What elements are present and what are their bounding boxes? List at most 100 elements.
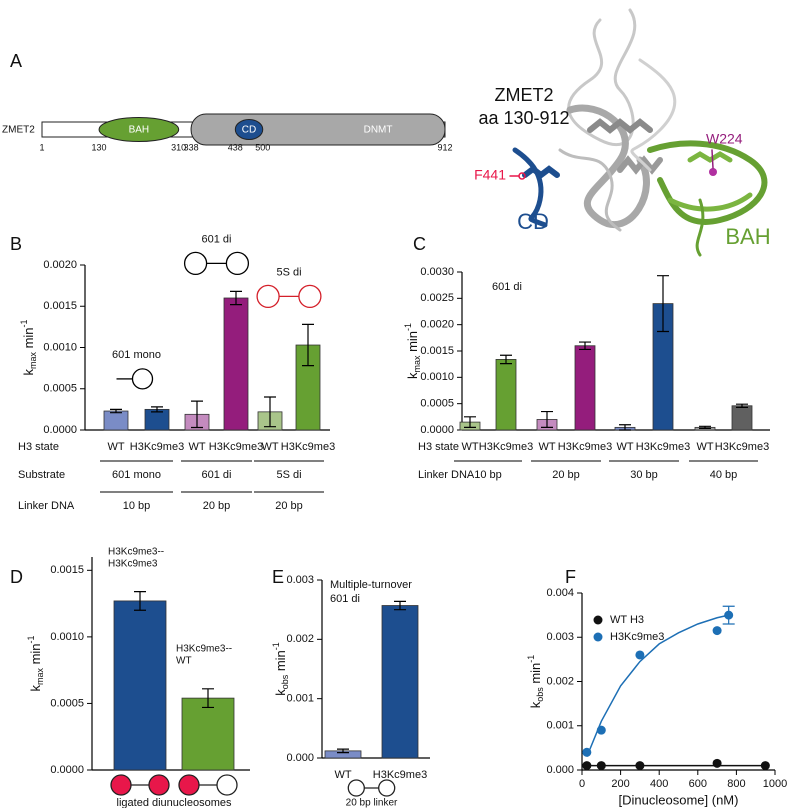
x-tick-label: WT [696,441,713,453]
data-point [582,748,591,757]
x-tick-label: WT [538,441,555,453]
category-label: H3Kc9me3-- [108,546,164,557]
group-label: 601 mono [112,469,161,481]
domain [191,114,445,145]
row-label: Substrate [18,469,65,481]
data-point [761,761,770,770]
nucleosome-icon [379,780,395,796]
residue-number: 130 [92,142,107,152]
y-axis-label-part: -1 [26,635,36,643]
group-label: 40 bp [710,469,738,481]
bar [182,698,234,770]
structure-title: ZMET2 [494,85,553,105]
legend-marker [594,633,603,642]
data-point [724,611,733,620]
nucleosome-icon [299,285,321,307]
group-label: 601 di [202,469,232,481]
y-axis-label-part: obs [280,674,290,689]
nucleosome-icon [133,369,153,389]
y-tick-label: 0.0020 [43,259,77,271]
y-tick-label: 0.004 [546,587,574,599]
y-axis-label-part: -1 [526,655,536,663]
x-tick-label: WT [188,441,205,453]
y-tick-label: 0.0030 [420,266,454,278]
annotation: 601 di [202,233,232,245]
bar [104,411,128,430]
y-tick-label: 0.000 [546,764,574,776]
x-axis-label: 20 bp linker [346,798,398,808]
bar [496,359,516,430]
y-tick-label: 0.0005 [50,697,84,709]
data-point [713,759,722,768]
y-tick-label: 0.0020 [420,319,454,331]
group-label: 10 bp [123,500,151,512]
data-point [582,761,591,770]
legend-marker [594,616,603,625]
structure-subtitle: aa 130-912 [478,108,569,128]
y-axis-label-part: min [273,650,288,675]
y-tick-label: 0.0010 [50,631,84,643]
row-label: H3 state [418,441,459,453]
x-tick-label: H3Kc9me3 [130,441,184,453]
bar [224,298,248,430]
y-tick-label: 0.002 [286,633,314,645]
x-tick-label: 400 [650,778,668,790]
nucleosome-icon [111,775,131,795]
y-tick-label: 0.0000 [50,764,84,776]
group-label: 20 bp [552,469,580,481]
y-tick-label: 0.001 [286,693,314,705]
panel-label: A [10,51,22,71]
y-tick-label: 0.000 [286,752,314,764]
annotation: 5S di [276,266,301,278]
y-tick-label: 0.0000 [43,424,77,436]
y-tick-label: 0.0015 [43,300,77,312]
bar [575,346,595,430]
domain-label: CD [517,209,549,234]
y-tick-label: 0.0025 [420,292,454,304]
x-axis-label: ligated diunucleosomes [117,797,232,808]
bar [145,409,169,430]
category-label: H3Kc9me3 [108,558,158,569]
annotation: Multiple-turnover [330,579,412,591]
group-label: 20 bp [275,500,303,512]
residue-number: 338 [184,142,199,152]
domain-label: CD [242,125,256,136]
x-tick-label: WT [616,441,633,453]
y-tick-label: 0.0015 [50,564,84,576]
group-label: 5S di [276,469,301,481]
legend-label: WT H3 [610,614,644,626]
y-axis-label: kobs min-1 [526,655,545,709]
y-axis-label-part: min [21,327,36,352]
y-axis-label: kmax min-1 [26,635,45,691]
panel-label: B [10,234,22,254]
y-axis-label: kmax min-1 [19,319,38,375]
data-point [635,761,644,770]
x-tick-label: WT [334,769,351,781]
panel-label: E [272,567,284,587]
nucleosome-icon [149,775,169,795]
x-tick-label: H3Kc9me3 [715,441,769,453]
nucleosome-icon [185,252,207,274]
y-tick-label: 0.0005 [43,383,77,395]
y-axis-label-part: max [412,355,422,373]
panel-label: C [413,234,426,254]
domain-label: DNMT [364,125,393,136]
bar [114,601,166,770]
y-axis-label-part: -1 [271,642,281,650]
y-axis-label: kobs min-1 [271,642,290,696]
nucleosome-icon [217,775,237,795]
y-axis-label-part: min [528,663,543,688]
y-axis-label-part: max [28,352,38,370]
row-label: Linker DNA [18,500,75,512]
nucleosome-icon [257,285,279,307]
y-axis-label-part: max [35,668,45,686]
annotation: 601 di [492,281,522,293]
x-tick-label: 200 [611,778,629,790]
y-axis-label-part: min [28,643,43,668]
x-tick-label: WT [461,441,478,453]
legend-label: H3Kc9me3 [610,631,664,643]
y-tick-label: 0.003 [286,574,314,586]
x-tick-label: H3Kc9me3 [209,441,263,453]
nucleosome-icon [226,252,248,274]
